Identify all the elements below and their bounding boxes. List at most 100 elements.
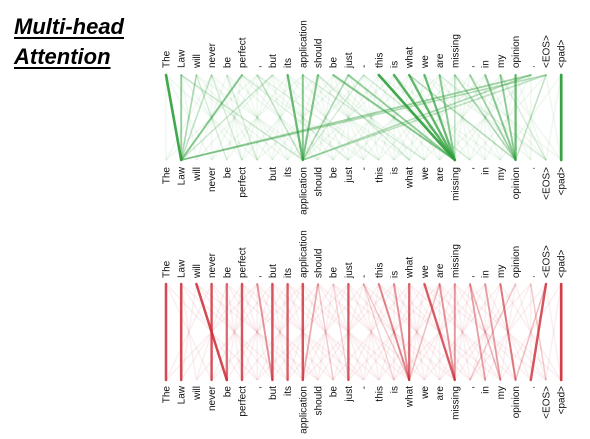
token-label-bottom-target: <pad> bbox=[557, 386, 568, 415]
attention-link-faint bbox=[226, 283, 289, 381]
attention-link-faint bbox=[317, 283, 334, 381]
attention-link-faint bbox=[256, 74, 304, 161]
attention-link bbox=[438, 74, 456, 161]
token-label-bottom-source: perfect bbox=[238, 247, 249, 278]
attention-link-faint bbox=[302, 283, 350, 381]
attention-link-faint bbox=[241, 74, 274, 161]
token-label-top-source: missing bbox=[450, 34, 461, 68]
token-label-top-source: The bbox=[162, 50, 173, 68]
token-label-top-target: but bbox=[268, 167, 279, 181]
attention-link bbox=[393, 283, 411, 381]
attention-link-faint bbox=[226, 283, 243, 381]
attention-link bbox=[484, 283, 502, 381]
attention-link-faint bbox=[332, 74, 410, 161]
attention-link bbox=[438, 74, 547, 161]
attention-link-faint bbox=[332, 74, 410, 161]
token-label-bottom-target: just bbox=[344, 386, 355, 403]
token-label-top-target: this bbox=[374, 167, 385, 183]
token-label-bottom-target: be bbox=[329, 386, 340, 398]
attention-link bbox=[302, 74, 547, 161]
attention-link bbox=[408, 74, 517, 161]
attention-link bbox=[256, 74, 304, 161]
attention-link-faint bbox=[378, 283, 456, 381]
token-label-top-target: , bbox=[253, 167, 264, 170]
token-label-top-target: just bbox=[344, 167, 355, 184]
token-label-bottom-target: but bbox=[268, 386, 279, 400]
attention-link-faint bbox=[362, 283, 380, 381]
token-label-bottom-source: is bbox=[390, 271, 401, 278]
attention-link bbox=[499, 74, 517, 161]
attention-link-faint bbox=[545, 74, 562, 161]
token-label-bottom-source: what bbox=[405, 257, 416, 279]
attention-link bbox=[362, 283, 395, 381]
attention-link-faint bbox=[241, 74, 274, 161]
token-label-top-source: be bbox=[222, 56, 233, 68]
attention-link bbox=[469, 283, 502, 381]
attention-link-faint bbox=[408, 283, 426, 381]
token-label-bottom-target: we bbox=[420, 386, 431, 400]
token-label-top-source: <EOS> bbox=[542, 35, 553, 68]
token-label-top-target: in bbox=[481, 167, 492, 175]
token-label-top-source: . bbox=[526, 65, 537, 68]
token-label-top-target: never bbox=[207, 166, 218, 192]
slide-title: Multi-head Attention bbox=[14, 12, 124, 72]
token-label-bottom-target: be bbox=[222, 386, 233, 398]
token-label-top-source: application bbox=[298, 20, 309, 68]
attention-link bbox=[408, 73, 456, 162]
attention-link-faint bbox=[165, 74, 213, 161]
attention-link-faint bbox=[454, 283, 517, 381]
attention-link-faint bbox=[241, 283, 274, 381]
attention-link-faint bbox=[454, 74, 517, 161]
attention-link-faint bbox=[469, 74, 502, 161]
attention-link-faint bbox=[226, 74, 334, 161]
token-label-top-source: opinion bbox=[511, 36, 522, 68]
attention-link-faint bbox=[423, 74, 547, 161]
token-label-top-target: <EOS> bbox=[542, 167, 553, 200]
attention-link-faint bbox=[545, 74, 562, 161]
attention-link-faint bbox=[256, 283, 304, 381]
attention-link-faint bbox=[287, 74, 410, 161]
attention-link bbox=[469, 283, 517, 381]
attention-link-faint bbox=[423, 283, 502, 381]
token-label-bottom-target: should bbox=[314, 386, 325, 415]
attention-link-faint bbox=[423, 74, 501, 161]
token-label-top-target: should bbox=[314, 167, 325, 196]
token-label-top-source: this bbox=[374, 52, 385, 68]
attention-link-faint bbox=[408, 283, 426, 381]
attention-link bbox=[164, 73, 183, 162]
attention-link-faint bbox=[241, 283, 274, 381]
title-line-1: Multi-head bbox=[14, 14, 124, 39]
attention-link-faint bbox=[514, 74, 547, 161]
attention-link-faint bbox=[226, 283, 289, 381]
attention-link-faint bbox=[393, 283, 441, 381]
token-label-bottom-target: what bbox=[405, 386, 416, 408]
attention-link-faint bbox=[408, 283, 517, 381]
token-label-top-target: its bbox=[283, 167, 294, 177]
attention-link-faint bbox=[195, 74, 273, 161]
attention-link-faint bbox=[256, 283, 304, 381]
attention-link-faint bbox=[347, 283, 395, 381]
attention-link-faint bbox=[226, 283, 334, 381]
attention-link bbox=[529, 282, 548, 382]
attention-link-faint bbox=[423, 283, 502, 381]
token-label-top-source: is bbox=[390, 61, 401, 68]
attention-haze-top bbox=[165, 74, 562, 161]
attention-link-faint bbox=[317, 74, 334, 161]
token-label-bottom-source: <EOS> bbox=[542, 245, 553, 278]
token-label-top-target: , bbox=[466, 167, 477, 170]
token-label-bottom-target: its bbox=[283, 386, 294, 396]
attention-link bbox=[180, 74, 547, 161]
token-label-top-target: Law bbox=[177, 166, 188, 185]
token-label-bottom-target: application bbox=[298, 386, 309, 434]
token-label-bottom-source: should bbox=[314, 249, 325, 278]
attention-link-faint bbox=[317, 74, 380, 161]
token-label-top-source: in bbox=[481, 60, 492, 68]
token-label-top-source: - bbox=[359, 65, 370, 68]
attention-link-faint bbox=[256, 74, 304, 161]
attention-link-faint bbox=[317, 283, 334, 381]
attention-link-faint bbox=[180, 74, 198, 161]
attention-link-faint bbox=[211, 74, 304, 161]
attention-link-faint bbox=[241, 74, 319, 161]
token-label-bottom-target: <EOS> bbox=[542, 386, 553, 419]
